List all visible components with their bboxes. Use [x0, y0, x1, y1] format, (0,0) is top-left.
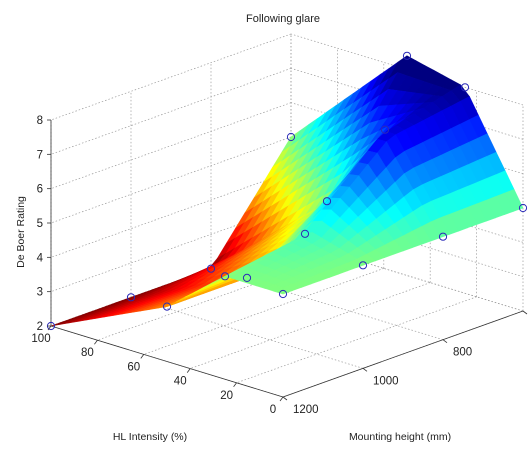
x-tick-mark: [233, 382, 237, 388]
wall-grid-line: [50, 136, 292, 224]
data-point: [286, 132, 296, 142]
data-point: [206, 264, 216, 273]
x-tick-mark: [186, 368, 191, 373]
data-point: [162, 302, 172, 311]
z-tick-label: 2: [37, 321, 43, 333]
z-tick-label: 6: [37, 184, 43, 196]
y-tick-label: 1000: [373, 375, 399, 387]
data-point: [358, 261, 368, 270]
chart-title: Following glare: [246, 13, 320, 25]
wall-grid-line: [50, 33, 292, 121]
y-tick-label: 800: [453, 347, 472, 359]
x-tick-mark: [140, 354, 145, 359]
x-tick-label: 20: [220, 390, 233, 402]
data-point: [300, 229, 310, 238]
wall-grid-line: [50, 68, 292, 155]
x-tick-label: 80: [81, 347, 94, 359]
x-tick-label: 60: [127, 361, 140, 373]
floor-grid-line: [130, 296, 364, 369]
z-tick-label: 7: [37, 149, 43, 161]
x-axis-line: [50, 325, 284, 398]
floor-grid-line: [143, 268, 384, 355]
x-tick-label: 40: [174, 376, 187, 388]
data-markers: [46, 51, 528, 331]
x-tick-mark: [47, 325, 52, 331]
data-point: [438, 232, 448, 241]
tick-labels: 020406080100600800100012002345678: [31, 115, 528, 416]
z-tick-label: 5: [37, 218, 43, 230]
data-point: [126, 293, 136, 302]
z-tick-label: 4: [37, 252, 44, 264]
x-axis-label: HL Intensity (%): [113, 431, 187, 443]
data-point: [380, 125, 390, 134]
x-tick-mark: [94, 339, 98, 345]
z-tick-label: 3: [37, 287, 43, 299]
y-axis-label: Mounting height (mm): [349, 431, 451, 443]
wall-grid-line: [50, 171, 292, 258]
floor-grid-line: [190, 282, 431, 369]
x-tick-label: 0: [270, 404, 276, 416]
x-tick-mark: [279, 396, 284, 402]
y-tick-label: 1200: [293, 404, 319, 416]
y-tick-mark: [442, 339, 448, 343]
y-tick-mark: [362, 368, 368, 372]
data-point: [242, 273, 252, 282]
data-point: [518, 203, 528, 213]
z-tick-label: 8: [37, 115, 43, 127]
data-point: [460, 83, 470, 92]
data-point: [322, 197, 332, 206]
wall-grid-line: [50, 102, 292, 189]
z-axis-label: De Boer Rating: [15, 196, 27, 268]
data-point: [278, 289, 288, 299]
y-tick-mark: [522, 310, 528, 315]
floor-grid-line: [236, 296, 477, 384]
data-point: [402, 51, 412, 60]
surface: [50, 55, 524, 327]
y-axis-line: [282, 310, 524, 398]
data-point: [220, 272, 230, 281]
y-tick-mark: [282, 396, 288, 401]
x-tick-label: 100: [31, 333, 50, 345]
